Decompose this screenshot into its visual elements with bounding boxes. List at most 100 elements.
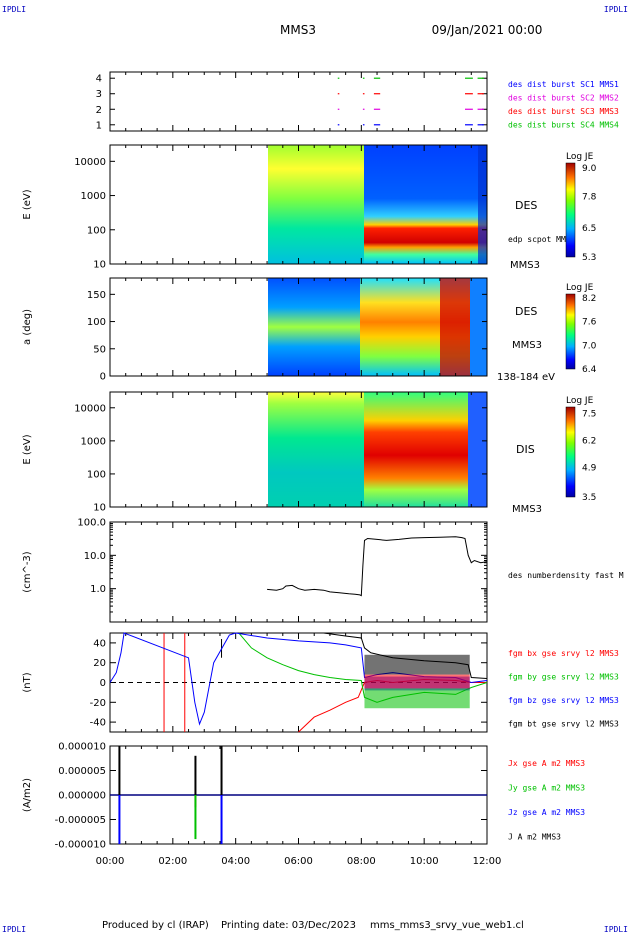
current-legend-entry: J A m2 MMS3 <box>508 833 561 842</box>
corner-label-top-left: IPDLI <box>2 5 26 14</box>
y-tick-label: 20 <box>93 658 106 669</box>
y-tick-label: 100.0 <box>77 518 106 529</box>
colorbar-tick-label: 5.3 <box>582 253 596 263</box>
y-tick-label: 10.0 <box>84 551 106 562</box>
y-axis-label: (cm^-3) <box>22 551 33 592</box>
pitch-angle-hot-region <box>440 278 470 376</box>
panel-magnetic-field: -40 -20 0 20 40 (nT) fgm bx gse srvy l2 MMS3 f… <box>22 632 619 733</box>
pitch-angle-pre-boundary <box>268 278 360 376</box>
panel-frame <box>109 71 488 132</box>
field-fluctuation-band <box>364 674 470 689</box>
burst-legend-entry: des dist burst SC3 MMS3 <box>508 107 619 116</box>
colorbar-tick-label: 7.0 <box>582 341 597 351</box>
y-tick-label: 0 <box>100 372 106 383</box>
spacecraft-title: MMS3 <box>280 23 316 37</box>
colorbar <box>565 162 576 258</box>
footer-filename: mms_mms3_srvy_vue_web1.cl <box>370 920 524 931</box>
footer-printing-date: Printing date: 03/Dec/2023 <box>221 920 356 931</box>
time-tick-label: 02:00 <box>158 856 187 867</box>
burst-legend-entry: des dist burst SC4 MMS4 <box>508 121 619 130</box>
dis-spectrogram-edge-strip <box>468 392 487 507</box>
footer-produced-by: Produced by cl (IRAP) <box>102 920 209 931</box>
y-tick-label: -40 <box>90 718 106 729</box>
instrument-label: DIS <box>516 443 535 456</box>
colorbar <box>565 293 576 370</box>
y-axis-label: (nT) <box>22 672 33 692</box>
y-tick-label: -0.000005 <box>55 815 106 826</box>
time-tick-label: 10:00 <box>410 856 439 867</box>
field-legend-entry: fgm bx gse srvy l2 MMS3 <box>508 649 619 658</box>
y-tick-label: 0.000000 <box>58 791 106 802</box>
corner-label-bottom-left: IPDLI <box>2 925 26 934</box>
y-tick-label: 2 <box>96 105 102 116</box>
current-legend-entry: Jx gse A m2 MMS3 <box>508 759 585 768</box>
y-tick-label: 150 <box>87 290 106 301</box>
spacecraft-label: MMS3 <box>510 260 540 271</box>
y-tick-label: 1000 <box>81 191 106 202</box>
y-tick-label: 0.000010 <box>58 742 106 753</box>
time-tick-label: 08:00 <box>347 856 376 867</box>
burst-legend-entry: des dist burst SC2 MMS2 <box>508 94 619 103</box>
pitch-angle-edge-strip <box>470 278 487 376</box>
current-legend-entry: Jz gse A m2 MMS3 <box>508 808 585 817</box>
colorbar-tick-label: 8.2 <box>582 294 596 304</box>
y-tick-label: 0.000005 <box>58 766 106 777</box>
y-tick-label: 1.0 <box>90 584 106 595</box>
y-axis-label: E (eV) <box>22 189 33 219</box>
colorbar-title: Log JE <box>566 283 594 293</box>
time-tick-label: 12:00 <box>473 856 502 867</box>
field-fluctuation-band <box>364 688 470 709</box>
y-tick-label: 100 <box>87 469 106 480</box>
field-legend-entry: fgm bz gse srvy l2 MMS3 <box>508 696 619 705</box>
spectrogram-edge-strip <box>478 145 487 264</box>
y-tick-label: 4 <box>96 74 102 85</box>
corner-label-top-right: IPDLI <box>604 5 628 14</box>
dis-spectrogram-post-boundary <box>364 392 468 507</box>
y-tick-label: 100 <box>87 317 106 328</box>
panel-des-energy: 10 100 1000 10000 E (eV) DES edp scpot MMS3 MM… <box>22 144 597 271</box>
colorbar-tick-label: 7.8 <box>582 193 597 203</box>
density-legend-entry: des numberdensity fast M <box>508 571 624 580</box>
y-tick-label: 10000 <box>74 157 106 168</box>
y-tick-label: 0 <box>100 678 106 689</box>
energy-range-label: 138-184 eV <box>497 372 555 383</box>
y-tick-label: 50 <box>93 344 106 355</box>
y-tick-label: 1 <box>96 120 102 131</box>
y-tick-label: 3 <box>96 89 102 100</box>
y-tick-label: 10 <box>93 503 106 514</box>
burst-legend-entry: des dist burst SC1 MMS1 <box>508 80 619 89</box>
y-tick-label: -20 <box>90 698 106 709</box>
colorbar-title: Log JE <box>566 152 594 162</box>
panel-density: 1.0 10.0 100.0 (cm^-3) des numberdensity fa… <box>22 518 624 623</box>
corner-label-bottom-right: IPDLI <box>604 925 628 934</box>
colorbar-title: Log JE <box>566 396 594 406</box>
colorbar-tick-label: 9.0 <box>582 164 597 174</box>
colorbar-tick-label: 3.5 <box>582 493 596 503</box>
time-tick-label: 04:00 <box>221 856 250 867</box>
spacecraft-label: MMS3 <box>512 340 542 351</box>
colorbar-tick-label: 7.6 <box>582 318 597 328</box>
spacecraft-label: MMS3 <box>512 504 542 515</box>
colorbar-tick-label: 7.5 <box>582 409 596 419</box>
y-tick-label: 40 <box>93 638 106 649</box>
y-axis-label: (A/m2) <box>22 778 33 812</box>
panel-dis-energy: 10 100 1000 10000 E (eV) DIS MMS3 Log JE 7.5 6.2… <box>22 391 597 515</box>
y-axis-label: E (eV) <box>22 434 33 464</box>
panel-des-pitch-angle: 0 50 100 150 a (deg) DES MMS3 138-184 eV Log JE… <box>22 277 597 383</box>
field-fluctuation-band <box>364 654 470 675</box>
colorbar <box>565 406 576 498</box>
current-legend-entry: Jy gse A m2 MMS3 <box>508 784 585 793</box>
y-tick-label: 10000 <box>74 403 106 414</box>
field-legend-entry: fgm by gse srvy l2 MMS3 <box>508 673 619 682</box>
spectrogram-pre-boundary <box>268 145 364 264</box>
overlay-label: edp scpot MMS3 <box>508 235 576 244</box>
time-tick-label: 00:00 <box>96 856 125 867</box>
colorbar-tick-label: 6.4 <box>582 365 597 375</box>
y-tick-label: 10 <box>93 260 106 271</box>
time-tick-label: 06:00 <box>284 856 313 867</box>
instrument-label: DES <box>515 305 537 318</box>
y-tick-label: 1000 <box>81 436 106 447</box>
colorbar-tick-label: 6.5 <box>582 224 596 234</box>
instrument-label: DES <box>515 199 537 212</box>
